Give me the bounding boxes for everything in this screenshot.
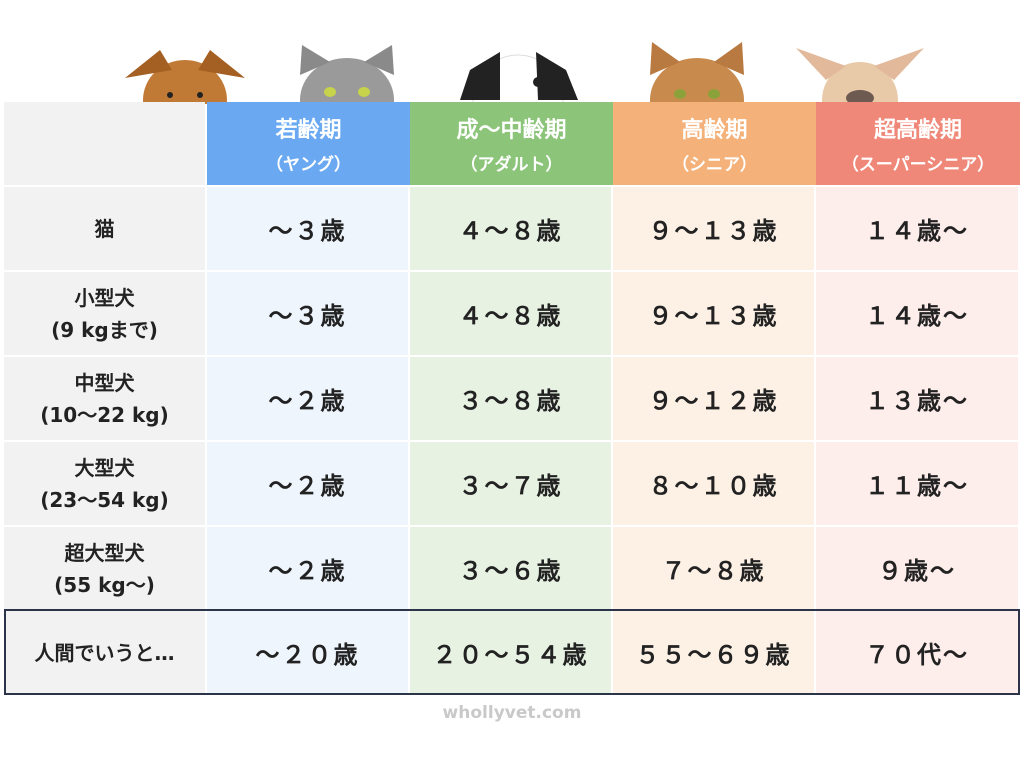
cell-value: 〜２０歳 bbox=[255, 641, 360, 669]
cell-value: ３〜８歳 bbox=[458, 387, 563, 415]
row-label-text: 人間でいうと… bbox=[34, 640, 175, 665]
row-label-text: (55 kg〜) bbox=[54, 572, 155, 597]
header-subtitle: （アダルト） bbox=[460, 155, 563, 175]
cell-value: 〜３歳 bbox=[268, 217, 347, 245]
table-cell: ２０〜５４歳 bbox=[410, 611, 611, 694]
table-cell: ５５〜６９歳 bbox=[613, 611, 814, 694]
cell-value: １４歳〜 bbox=[865, 217, 969, 245]
row-label: 猫 bbox=[4, 187, 205, 270]
cell-value: ９歳〜 bbox=[878, 557, 956, 585]
cell-value: ３〜７歳 bbox=[458, 472, 563, 500]
table-cell: 〜３歳 bbox=[207, 272, 408, 355]
table-cell: 〜２歳 bbox=[207, 527, 408, 610]
row-label-text: (9 kgまで) bbox=[51, 317, 158, 342]
column-header: 若齢期 （ヤング） bbox=[207, 102, 410, 185]
row-label-text: 中型犬 bbox=[74, 370, 135, 395]
table-cell: ９〜１３歳 bbox=[613, 272, 814, 355]
header-title: 成〜中齢期 bbox=[456, 118, 567, 143]
column-header: 超高齢期 （スーパーシニア） bbox=[816, 102, 1020, 185]
cell-value: ７０代〜 bbox=[865, 641, 969, 669]
cell-value: 〜２歳 bbox=[268, 387, 347, 415]
table-cell: ４〜８歳 bbox=[410, 187, 611, 270]
table-cell: １３歳〜 bbox=[816, 357, 1018, 440]
cell-value: ４〜８歳 bbox=[458, 217, 563, 245]
cell-value: ９〜１２歳 bbox=[648, 387, 779, 415]
row-label: 人間でいうと… bbox=[4, 611, 205, 694]
cell-value: 〜２歳 bbox=[268, 557, 347, 585]
cell-value: ２０〜５４歳 bbox=[432, 641, 589, 669]
table-cell: ９〜１２歳 bbox=[613, 357, 814, 440]
cell-value: ８〜１０歳 bbox=[648, 472, 779, 500]
column-header: 高齢期 （シニア） bbox=[613, 102, 816, 185]
cell-value: １１歳〜 bbox=[865, 472, 969, 500]
row-label: 中型犬 (10〜22 kg) bbox=[4, 357, 205, 440]
tabby-cat bbox=[650, 42, 744, 104]
table-cell: ９〜１３歳 bbox=[613, 187, 814, 270]
header-subtitle: （ヤング） bbox=[266, 155, 351, 175]
row-label: 大型犬 (23〜54 kg) bbox=[4, 442, 205, 525]
corner-cell bbox=[4, 102, 205, 185]
row-label-text: (23〜54 kg) bbox=[40, 487, 169, 512]
row-label-text: 猫 bbox=[94, 216, 115, 241]
header-title: 若齢期 bbox=[275, 118, 342, 143]
cell-value: 〜２歳 bbox=[268, 472, 347, 500]
table-cell: 〜２０歳 bbox=[207, 611, 408, 694]
table-cell: 〜２歳 bbox=[207, 442, 408, 525]
brown-dog bbox=[125, 50, 245, 104]
header-subtitle: （シニア） bbox=[672, 155, 757, 175]
dalmatian bbox=[460, 52, 578, 104]
cell-value: ４〜８歳 bbox=[458, 302, 563, 330]
table-cell: ４〜８歳 bbox=[410, 272, 611, 355]
column-header: 成〜中齢期 （アダルト） bbox=[410, 102, 613, 185]
table-cell: 〜３歳 bbox=[207, 187, 408, 270]
cell-value: 〜３歳 bbox=[268, 302, 347, 330]
cell-value: １４歳〜 bbox=[865, 302, 969, 330]
cell-value: １３歳〜 bbox=[865, 387, 969, 415]
table-cell: ７０代〜 bbox=[816, 611, 1018, 694]
table-cell: ３〜６歳 bbox=[410, 527, 611, 610]
cell-value: ３〜６歳 bbox=[458, 557, 563, 585]
table-cell: ３〜７歳 bbox=[410, 442, 611, 525]
cell-value: ５５〜６９歳 bbox=[635, 641, 792, 669]
animal-illustrations bbox=[125, 42, 924, 104]
table-cell: １１歳〜 bbox=[816, 442, 1018, 525]
row-label: 超大型犬 (55 kg〜) bbox=[4, 527, 205, 610]
cell-value: ９〜１３歳 bbox=[648, 217, 779, 245]
row-label-text: 小型犬 bbox=[74, 285, 135, 310]
header-title: 高齢期 bbox=[681, 118, 748, 143]
row-label-text: 大型犬 bbox=[74, 455, 135, 480]
chihuahua bbox=[796, 48, 924, 104]
row-label-text: (10〜22 kg) bbox=[40, 402, 169, 427]
header-subtitle: （スーパーシニア） bbox=[841, 155, 995, 175]
table-cell: ８〜１０歳 bbox=[613, 442, 814, 525]
header-title: 超高齢期 bbox=[873, 118, 962, 143]
table-cell: １４歳〜 bbox=[816, 272, 1018, 355]
row-label: 小型犬 (9 kgまで) bbox=[4, 272, 205, 355]
cell-value: ９〜１３歳 bbox=[648, 302, 779, 330]
gray-cat bbox=[300, 45, 394, 104]
table-cell: １４歳〜 bbox=[816, 187, 1018, 270]
table-cell: ３〜８歳 bbox=[410, 357, 611, 440]
cell-value: ７〜８歳 bbox=[661, 557, 766, 585]
row-label-text: 超大型犬 bbox=[64, 540, 145, 565]
footer-credit: whollyvet.com bbox=[442, 703, 582, 723]
table-cell: 〜２歳 bbox=[207, 357, 408, 440]
table-cell: ９歳〜 bbox=[816, 527, 1018, 610]
table-cell: ７〜８歳 bbox=[613, 527, 814, 610]
